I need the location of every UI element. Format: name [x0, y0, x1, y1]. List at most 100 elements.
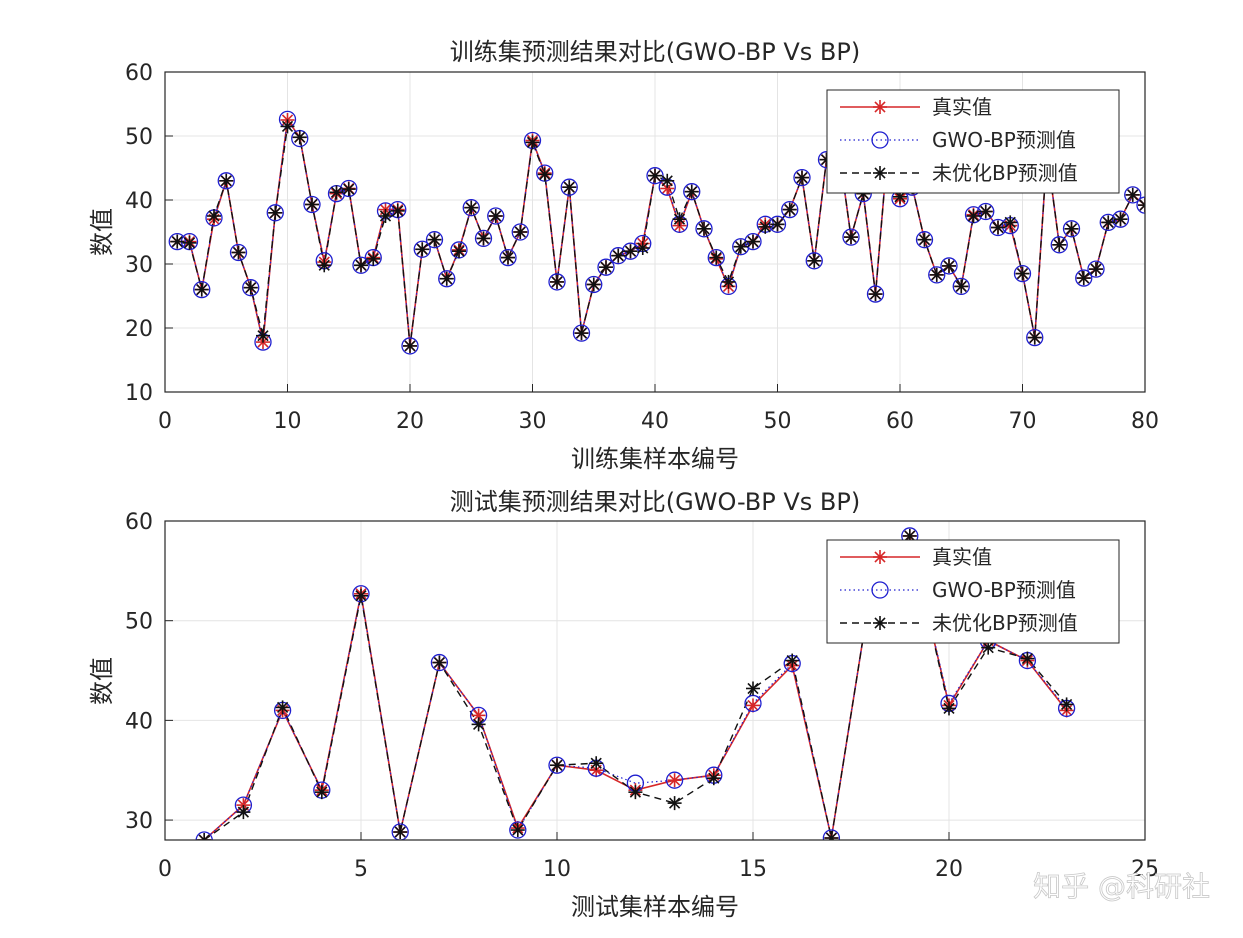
train-point-2	[1087, 260, 1105, 278]
train-plot-area	[168, 110, 1145, 355]
train-y-tick-label: 60	[125, 61, 153, 86]
test-legend-marker-1	[873, 550, 887, 564]
train-point-2	[413, 240, 431, 258]
train-point-2	[952, 277, 970, 296]
test-point-3	[393, 825, 408, 840]
test-point-3	[550, 758, 564, 773]
test-y-tick-label: 50	[125, 610, 153, 635]
test-point-2	[665, 771, 684, 789]
train-point-3	[280, 119, 295, 134]
test-legend-label-bp: 未优化BP预测值	[932, 611, 1078, 635]
test-point-3	[706, 771, 721, 786]
test-point-3	[1020, 651, 1035, 666]
train-point-2	[425, 231, 444, 249]
test-point-2	[195, 831, 213, 840]
train-point-3	[354, 258, 368, 273]
train-point-2	[217, 172, 235, 190]
train-point-2	[928, 266, 946, 284]
train-series-line-3	[177, 125, 1145, 346]
train-point-3	[231, 245, 246, 260]
test-point-1	[746, 698, 760, 713]
train-point-2	[511, 223, 529, 241]
train-y-tick-label: 10	[125, 381, 153, 406]
train-point-2	[915, 231, 934, 249]
test-point-3	[628, 785, 643, 800]
train-point-2	[1062, 220, 1081, 238]
train-point-2	[793, 168, 811, 187]
train-point-2	[401, 337, 419, 355]
test-y-tick-label: 60	[125, 510, 153, 535]
train-point-2	[842, 228, 860, 246]
train-point-3	[219, 173, 234, 188]
train-point-3	[452, 244, 466, 259]
train-legend-label-true: 真实值	[932, 95, 992, 119]
test-point-3	[824, 831, 839, 840]
test-axes-frame	[164, 520, 1146, 841]
train-point-3	[513, 225, 528, 239]
train-point-2	[229, 243, 248, 262]
train-x-tick-label: 0	[158, 409, 172, 434]
train-point-2	[572, 324, 591, 342]
test-point-3	[902, 528, 917, 543]
train-point-2	[585, 275, 603, 294]
train-point-3	[648, 168, 662, 183]
train-y-tick-label: 50	[125, 125, 153, 150]
test-point-2	[430, 653, 449, 672]
train-x-tick-label: 80	[1131, 409, 1159, 434]
train-point-3	[1101, 215, 1116, 230]
train-y-tick-label: 40	[125, 189, 153, 214]
train-point-3	[1052, 237, 1067, 252]
train-point-3	[721, 274, 736, 289]
train-point-3	[574, 326, 589, 341]
train-axes-frame	[164, 71, 1146, 393]
train-point-3	[329, 185, 344, 200]
train-point-3	[795, 170, 809, 185]
train-point-3	[978, 204, 993, 219]
train-point-3	[1138, 198, 1145, 213]
train-chart: 训练集预测结果对比(GWO-BP Vs BP) 0 10 20 30 40 50 60 70 8…	[88, 38, 1159, 473]
train-point-3	[366, 251, 381, 266]
train-point-3	[782, 202, 797, 217]
test-point-2	[509, 821, 527, 839]
test-point-3	[314, 785, 329, 800]
train-point-3	[991, 220, 1005, 235]
train-point-3	[378, 209, 393, 223]
test-point-3	[197, 833, 212, 840]
train-point-2	[193, 280, 211, 299]
train-point-3	[182, 235, 197, 250]
train-point-3	[268, 205, 283, 220]
train-point-2	[805, 252, 823, 270]
train-chart-title: 训练集预测结果对比(GWO-BP Vs BP)	[450, 38, 860, 66]
train-y-tick-label: 20	[125, 317, 153, 342]
train-point-3	[1125, 187, 1140, 202]
test-x-tick-label: 15	[739, 857, 767, 882]
train-y-tick-label: 30	[125, 253, 153, 278]
train-legend: 真实值 GWO-BP预测值 未优化BP预测值	[826, 89, 1120, 194]
test-point-2	[822, 829, 841, 840]
test-point-3	[746, 681, 760, 696]
train-point-3	[758, 219, 773, 234]
train-point-2	[487, 207, 505, 225]
train-point-3	[844, 230, 858, 245]
train-legend-box	[826, 89, 1120, 194]
train-point-3	[341, 182, 356, 197]
test-point-3	[236, 805, 251, 820]
train-point-3	[403, 338, 417, 353]
train-x-tick-label: 40	[641, 409, 669, 434]
train-point-3	[501, 250, 515, 265]
train-point-2	[707, 248, 725, 267]
train-point-2	[548, 273, 566, 291]
train-point-3	[1027, 330, 1042, 345]
test-legend-label-true: 真实值	[932, 545, 992, 569]
test-point-3	[1059, 697, 1074, 712]
test-x-tick-label: 0	[158, 857, 172, 882]
train-point-3	[917, 232, 932, 247]
train-point-3	[256, 328, 270, 343]
test-point-3	[667, 796, 682, 811]
test-x-axis-label: 测试集样本编号	[571, 893, 739, 921]
test-point-3	[432, 655, 447, 670]
train-point-3	[660, 173, 675, 188]
train-point-3	[390, 203, 405, 218]
train-point-2	[768, 215, 787, 233]
